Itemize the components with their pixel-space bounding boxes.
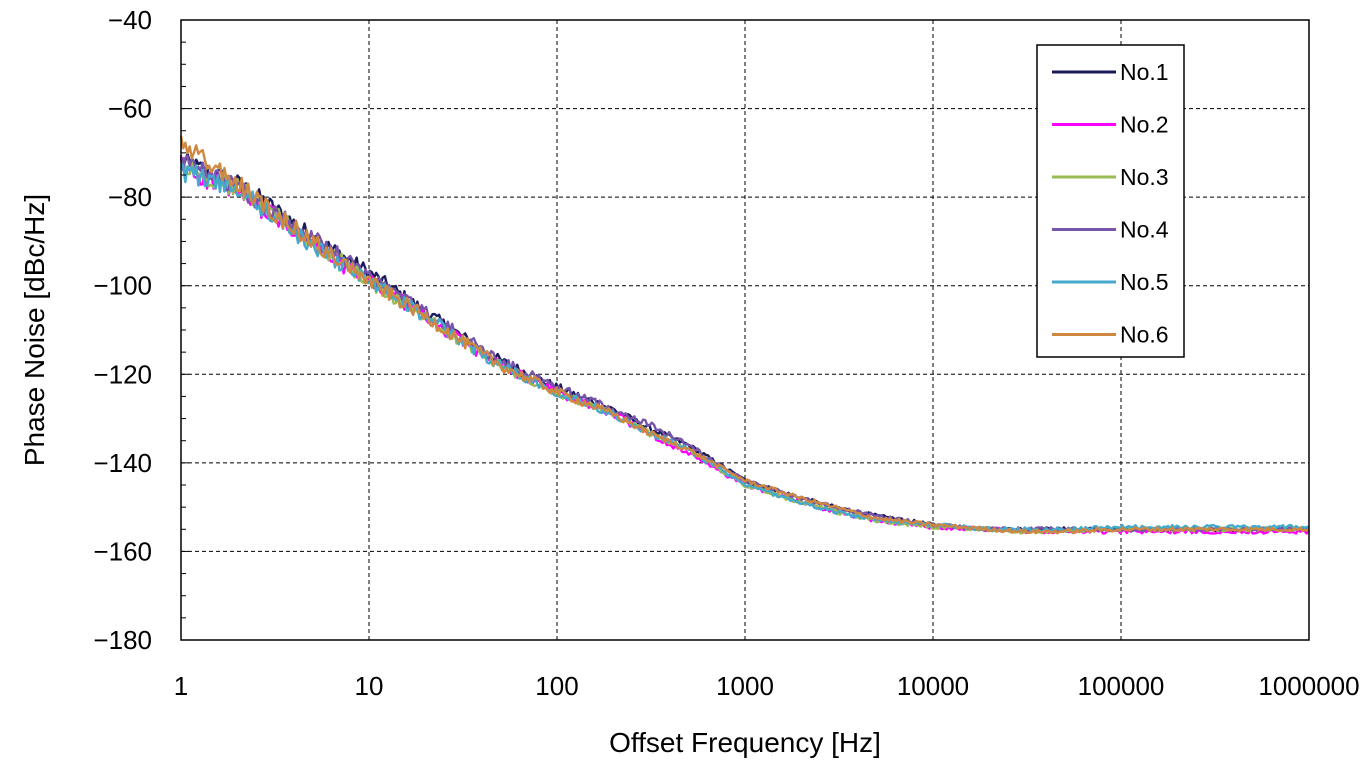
y-tick-label: −160 [93, 536, 152, 566]
y-tick-label: −100 [93, 271, 152, 301]
series-line-no5 [180, 162, 1310, 533]
x-tick-label: 10 [355, 671, 384, 701]
y-axis-ticks: −40 −60 −80 −100 −120 −140 −160 −180 [93, 5, 152, 655]
x-axis-title: Offset Frequency [Hz] [609, 727, 881, 758]
series-line-no6 [179, 135, 1310, 535]
legend-label: No.5 [1120, 269, 1169, 295]
y-tick-label: −120 [93, 359, 152, 389]
x-tick-label: 1 [174, 671, 188, 701]
legend-label: No.6 [1120, 322, 1169, 348]
y-minor-ticks [181, 19, 189, 641]
x-tick-label: 10000 [897, 671, 969, 701]
x-axis-ticks: 1 10 100 1000 10000 100000 1000000 [174, 671, 1360, 701]
x-tick-label: 1000 [716, 671, 774, 701]
y-axis-title: Phase Noise [dBc/Hz] [19, 194, 50, 466]
legend: No.1 No.2 No.3 No.4 No.5 No.6 [1036, 44, 1185, 358]
legend-label: No.1 [1120, 59, 1169, 85]
legend-box [1036, 44, 1185, 358]
x-tick-label: 100 [535, 671, 578, 701]
legend-label: No.2 [1120, 112, 1169, 138]
y-tick-label: −180 [93, 625, 152, 655]
series-lines [179, 135, 1310, 535]
x-tick-label: 1000000 [1258, 671, 1359, 701]
y-tick-label: −140 [93, 448, 152, 478]
x-tick-label: 100000 [1078, 671, 1165, 701]
legend-label: No.4 [1120, 217, 1169, 243]
y-tick-label: −80 [108, 182, 152, 212]
y-tick-label: −60 [108, 94, 152, 124]
legend-label: No.3 [1120, 164, 1169, 190]
y-tick-label: −40 [108, 5, 152, 35]
